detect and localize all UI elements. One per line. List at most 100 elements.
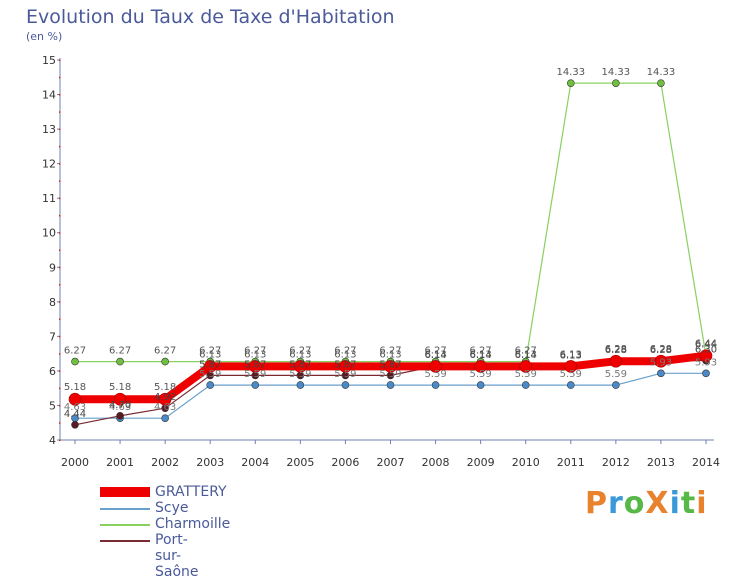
point-scye [341, 381, 350, 389]
data-label-scye: 4.63 [64, 402, 86, 413]
data-label-charmoille: 6.27 [64, 346, 86, 357]
data-label-scye: 5.59 [289, 369, 311, 380]
point-grattery [158, 392, 172, 406]
data-label-charmoille: 6.27 [199, 346, 221, 357]
point-charmoille [71, 357, 79, 366]
data-label-port-sur-sa-ne: 5.87 [334, 359, 356, 370]
data-label-grattery: 6.13 [515, 349, 537, 360]
point-charmoille [566, 79, 575, 87]
y-minor-tick [59, 76, 61, 79]
y-minor-tick [59, 180, 61, 182]
data-label-charmoille: 6.27 [154, 346, 176, 357]
y-minor-tick [59, 59, 61, 61]
data-label-grattery: 6.44 [695, 339, 717, 350]
proxiti-logo: ProXiti [585, 486, 708, 521]
x-tick-label: 2010 [512, 456, 540, 469]
point-grattery [429, 360, 442, 373]
y-minor-tick [59, 422, 61, 424]
data-label-port-sur-sa-ne: 5.87 [244, 359, 266, 370]
y-minor-tick [59, 301, 61, 303]
data-label-scye: 5.59 [334, 369, 356, 380]
point-scye [702, 369, 710, 378]
data-label-scye: 4.63 [109, 402, 131, 413]
y-minor-tick [59, 284, 61, 286]
x-tick-label: 2007 [377, 456, 405, 469]
y-tick-label: 5 [49, 399, 56, 412]
x-tick-label: 2011 [557, 456, 585, 469]
data-label-charmoille: 6.27 [289, 346, 311, 357]
data-label-scye: 5.59 [560, 369, 582, 380]
data-label-scye: 5.59 [470, 369, 492, 380]
y-tick-label: 12 [42, 158, 56, 171]
data-label-scye: 5.93 [695, 357, 717, 368]
x-tick-label: 2000 [61, 456, 89, 469]
data-label-grattery: 5.18 [109, 382, 131, 393]
point-scye [161, 414, 169, 423]
point-charmoille [612, 79, 620, 87]
point-port-sur-sa-ne [116, 412, 124, 420]
logo-letter: i [669, 486, 681, 521]
logo-letter: r [608, 486, 624, 521]
logo-letter: i [696, 486, 708, 521]
data-label-port-sur-sa-ne: 6.13 [560, 350, 582, 361]
data-label-charmoille: 14.33 [556, 67, 585, 78]
point-port-sur-sa-ne [71, 420, 79, 429]
data-label-grattery: 6.13 [424, 349, 446, 360]
point-grattery [609, 354, 623, 368]
point-scye [386, 381, 395, 389]
legend-swatch-scye [100, 508, 150, 510]
y-tick-label: 9 [49, 261, 56, 274]
y-minor-tick [59, 214, 61, 217]
chart-subtitle: (en %) [26, 30, 63, 43]
y-minor-tick [59, 318, 61, 321]
data-label-port-sur-sa-ne: 4.44 [64, 409, 86, 420]
y-tick-label: 6 [49, 365, 56, 378]
data-label-port-sur-sa-ne: 6.28 [650, 345, 672, 356]
point-charmoille [161, 357, 169, 366]
y-minor-tick [59, 404, 61, 407]
data-label-port-sur-sa-ne: 5.87 [379, 359, 401, 370]
chart-axes: 4 5 6 7 8 9 10 11 12 13 14 15 2000 2001 2002 2003 2004 20… [42, 54, 720, 469]
point-scye [612, 381, 620, 389]
data-label-port-sur-sa-ne: 4.70 [109, 400, 131, 411]
line-chart: 4 5 6 7 8 9 10 11 12 13 14 15 2000 2001 2002 2003 2004 20… [42, 54, 720, 469]
x-tick-label: 2008 [422, 456, 450, 469]
y-minor-tick [59, 353, 61, 355]
data-label-charmoille: 6.27 [424, 346, 446, 357]
data-label-grattery: 6.28 [650, 344, 672, 355]
data-label-grattery: 6.13 [199, 349, 221, 360]
y-tick-label: 7 [49, 330, 56, 343]
data-label-grattery: 6.13 [379, 349, 401, 360]
point-charmoille [657, 79, 665, 87]
point-scye [206, 381, 215, 389]
data-label-port-sur-sa-ne: 6.14 [470, 350, 492, 361]
x-tick-label: 2014 [692, 456, 720, 469]
point-scye [657, 369, 665, 378]
y-minor-tick [59, 266, 61, 269]
data-label-charmoille: 6.27 [244, 346, 266, 357]
data-label-scye: 5.59 [199, 369, 221, 380]
y-tick-label: 15 [42, 54, 56, 67]
y-minor-tick [59, 197, 61, 200]
y-minor-tick [59, 439, 61, 441]
logo-letter: P [585, 486, 608, 521]
point-grattery [203, 360, 217, 373]
point-grattery [519, 360, 533, 373]
data-label-port-sur-sa-ne: 6.14 [424, 350, 446, 361]
data-label-grattery: 6.13 [560, 349, 582, 360]
data-label-scye: 5.59 [244, 369, 266, 380]
y-minor-tick [59, 111, 61, 113]
y-minor-tick [59, 387, 61, 390]
data-label-grattery: 6.13 [244, 349, 266, 360]
data-label-grattery: 6.13 [470, 349, 492, 360]
point-scye [296, 381, 305, 389]
legend-label-grattery: GRATTERY [155, 484, 227, 500]
data-label-charmoille: 6.27 [470, 346, 492, 357]
point-grattery [68, 392, 82, 406]
data-label-grattery: 6.13 [289, 349, 311, 360]
point-scye [476, 381, 485, 389]
data-label-scye: 5.59 [515, 369, 537, 380]
legend-label-port-sur-saone: Port-sur-Saône [155, 532, 199, 580]
data-labels: 6.27 6.27 6.27 6.27 6.27 6.27 6.27 6.27 6.27 6.27… [64, 67, 717, 420]
y-tick-label: 14 [42, 89, 56, 102]
